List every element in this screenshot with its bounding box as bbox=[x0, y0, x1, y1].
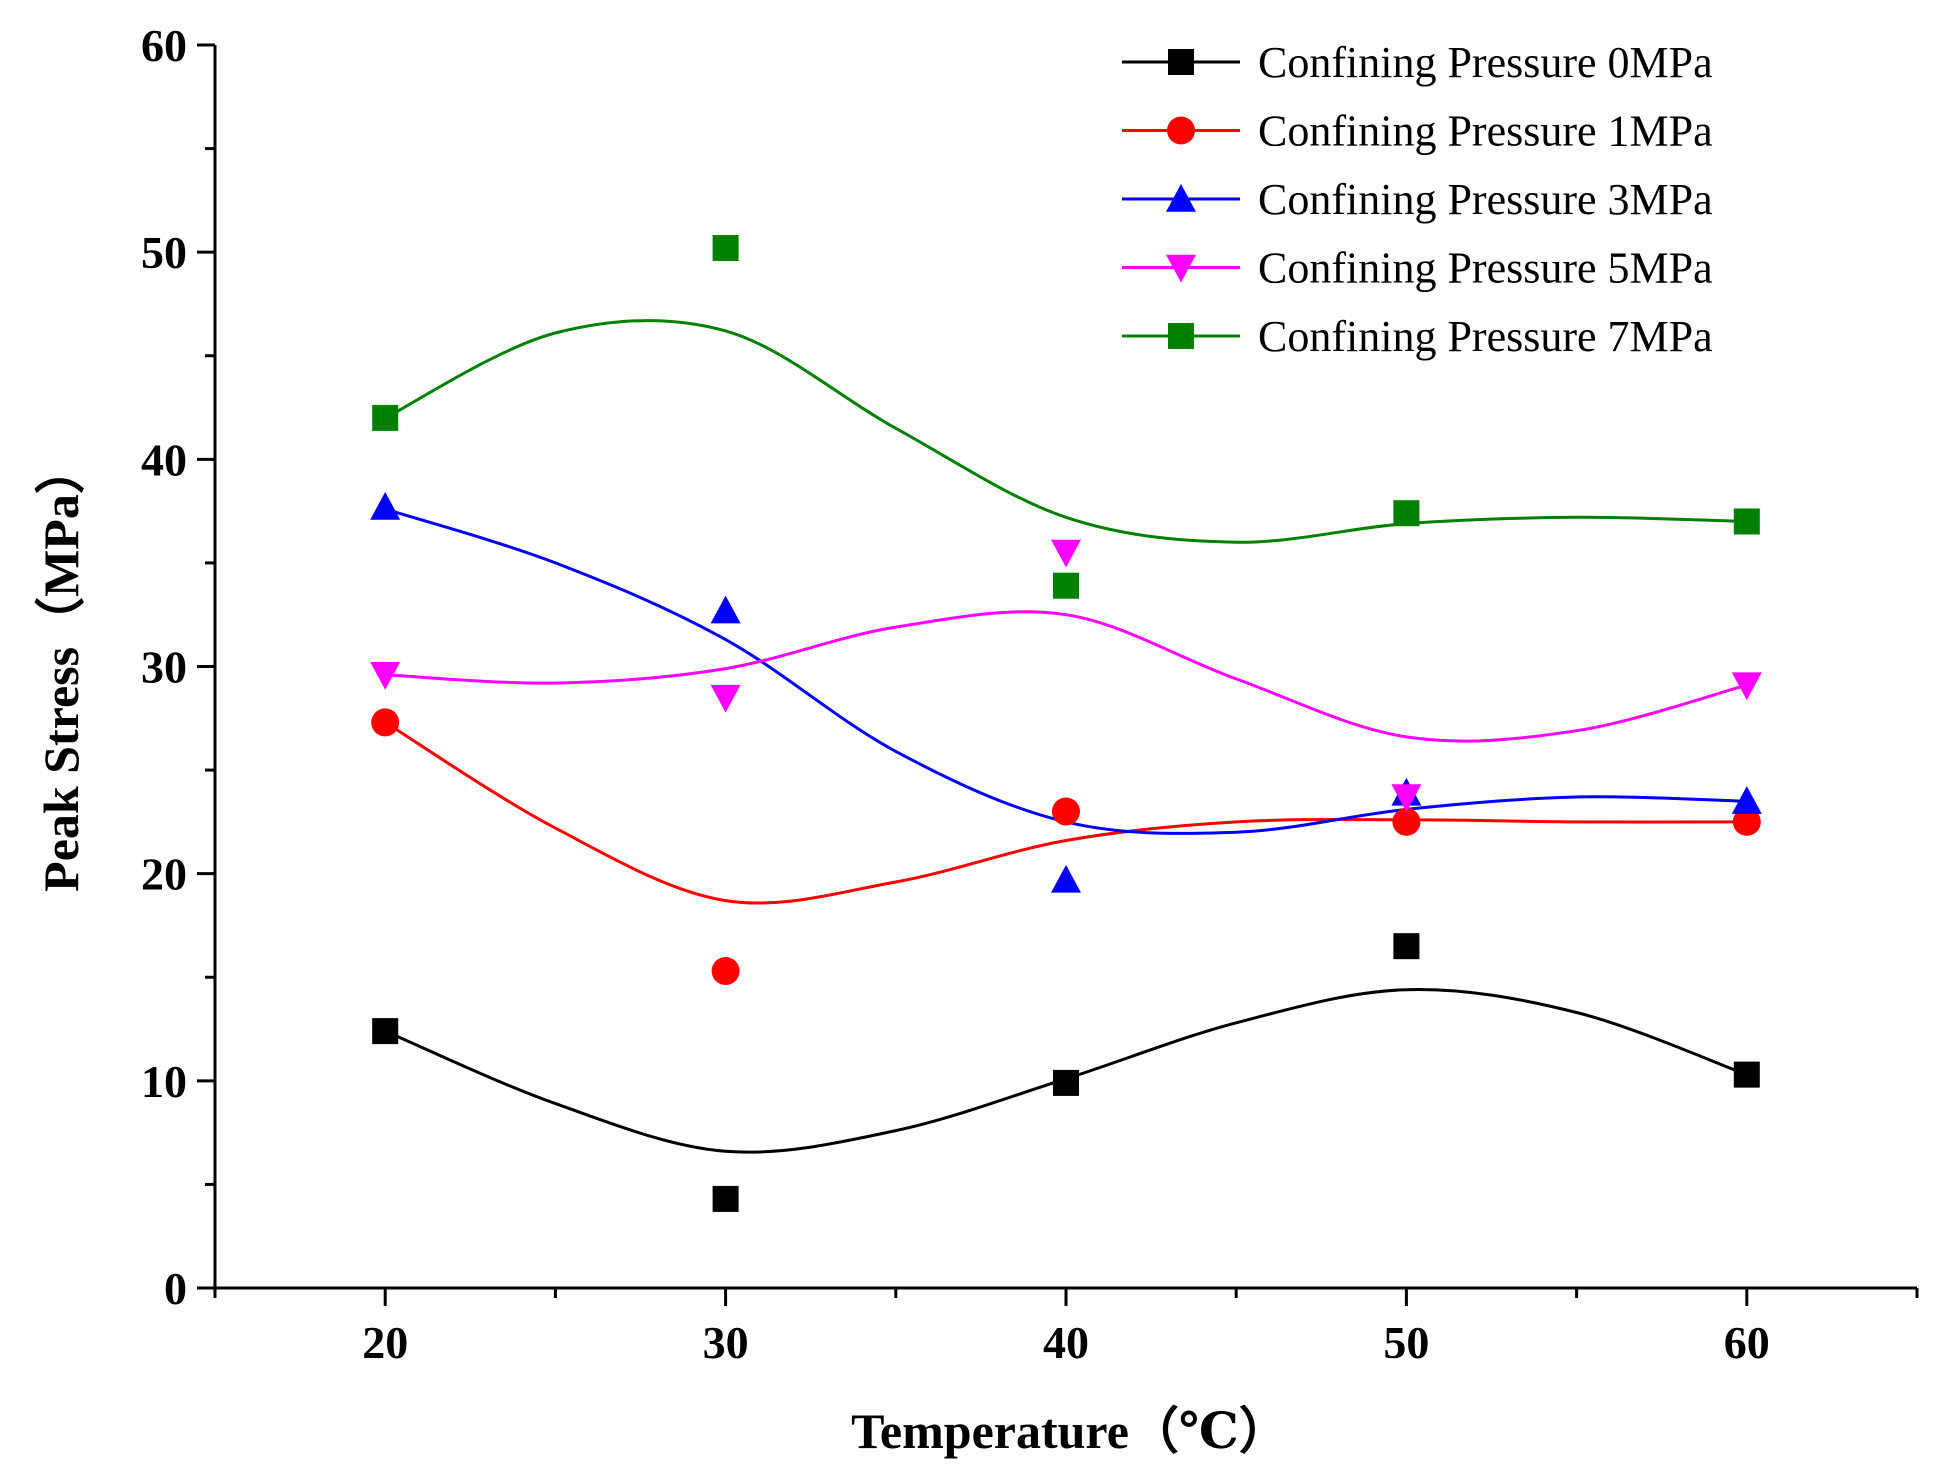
series-line-confining-pressure-7mpa bbox=[384, 318, 1747, 544]
legend-label-confining-pressure-0mpa: Confining Pressure 0MPa bbox=[1258, 38, 1713, 87]
legend-marker-confining-pressure-1mpa bbox=[1167, 116, 1195, 145]
y-tick-label: 30 bbox=[141, 642, 187, 693]
fit-curves bbox=[384, 318, 1748, 1154]
legend-marker-confining-pressure-7mpa bbox=[1168, 323, 1194, 349]
data-point-confining-pressure-0mpa bbox=[1733, 1061, 1760, 1088]
data-point-confining-pressure-7mpa bbox=[1733, 508, 1760, 535]
data-point-confining-pressure-0mpa bbox=[712, 1185, 739, 1212]
data-point-confining-pressure-1mpa bbox=[1052, 797, 1080, 826]
y-tick-label: 10 bbox=[141, 1056, 187, 1107]
data-point-confining-pressure-3mpa bbox=[1051, 864, 1081, 893]
data-point-confining-pressure-3mpa bbox=[1731, 786, 1762, 814]
data-point-confining-pressure-5mpa bbox=[370, 662, 401, 690]
x-tick-label: 30 bbox=[703, 1317, 749, 1368]
y-tick-label: 40 bbox=[141, 434, 187, 485]
y-tick-label: 60 bbox=[141, 20, 187, 71]
x-tick-label: 50 bbox=[1383, 1317, 1429, 1368]
series-line-confining-pressure-1mpa bbox=[384, 721, 1747, 905]
data-point-confining-pressure-1mpa bbox=[711, 957, 740, 986]
x-tick-label: 20 bbox=[362, 1317, 408, 1368]
data-point-confining-pressure-0mpa bbox=[1393, 933, 1420, 960]
legend-label-confining-pressure-3mpa: Confining Pressure 3MPa bbox=[1258, 175, 1713, 224]
data-point-confining-pressure-3mpa bbox=[710, 595, 741, 624]
y-tick-label: 0 bbox=[164, 1263, 187, 1314]
series-line-confining-pressure-5mpa bbox=[385, 610, 1748, 743]
legend-marker-confining-pressure-3mpa bbox=[1166, 184, 1196, 212]
axes bbox=[197, 43, 1919, 1306]
data-point-confining-pressure-1mpa bbox=[1392, 807, 1421, 836]
legend-label-confining-pressure-7mpa: Confining Pressure 7MPa bbox=[1258, 312, 1713, 361]
x-axis-title: Temperature（℃） bbox=[851, 1403, 1289, 1459]
legend-label-confining-pressure-1mpa: Confining Pressure 1MPa bbox=[1258, 107, 1713, 156]
data-point-confining-pressure-5mpa bbox=[1051, 539, 1081, 568]
y-tick-label: 50 bbox=[141, 227, 187, 278]
data-point-confining-pressure-1mpa bbox=[371, 708, 400, 737]
legend-marker-confining-pressure-0mpa bbox=[1168, 49, 1194, 75]
y-tick-label: 20 bbox=[141, 849, 187, 900]
x-tick-label: 60 bbox=[1724, 1317, 1770, 1368]
data-point-confining-pressure-0mpa bbox=[1053, 1069, 1079, 1096]
data-point-confining-pressure-7mpa bbox=[1053, 572, 1079, 599]
legend-marker-confining-pressure-5mpa bbox=[1166, 254, 1196, 283]
legend: Confining Pressure 0MPa Confining Pressur… bbox=[1122, 38, 1713, 361]
data-point-confining-pressure-5mpa bbox=[710, 684, 741, 713]
data-points bbox=[370, 235, 1762, 1212]
data-point-confining-pressure-0mpa bbox=[372, 1018, 399, 1045]
data-point-confining-pressure-7mpa bbox=[712, 235, 739, 262]
tick-labels: 0 10 20 30 40 50 60 20 30 40 50 60 bbox=[141, 20, 1770, 1368]
data-point-confining-pressure-7mpa bbox=[1393, 500, 1420, 527]
data-point-confining-pressure-1mpa bbox=[1732, 807, 1761, 836]
data-point-confining-pressure-5mpa bbox=[1391, 784, 1422, 813]
data-point-confining-pressure-3mpa bbox=[370, 491, 401, 520]
legend-label-confining-pressure-5mpa: Confining Pressure 5MPa bbox=[1258, 244, 1713, 293]
data-point-confining-pressure-7mpa bbox=[372, 404, 399, 431]
data-point-confining-pressure-5mpa bbox=[1731, 672, 1762, 701]
y-axis-title: Peak Stress（MPa） bbox=[33, 444, 89, 892]
x-tick-label: 40 bbox=[1043, 1317, 1089, 1368]
